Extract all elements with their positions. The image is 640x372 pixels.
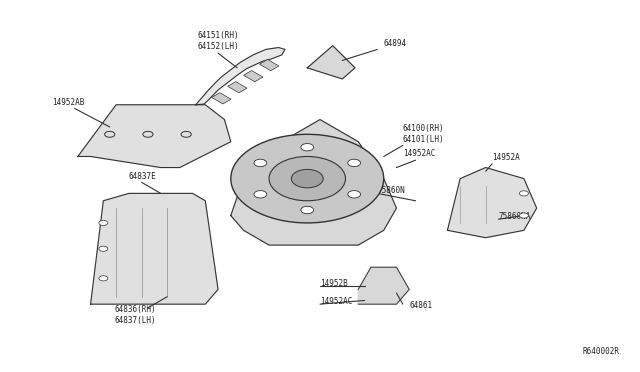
Text: 64836(RH): 64836(RH) bbox=[115, 305, 156, 314]
Text: 64837E: 64837E bbox=[129, 171, 157, 181]
Circle shape bbox=[99, 276, 108, 281]
Text: 14952AC: 14952AC bbox=[320, 297, 353, 306]
Circle shape bbox=[254, 190, 267, 198]
Text: 64100(RH): 64100(RH) bbox=[403, 124, 444, 132]
Text: 64142(RH): 64142(RH) bbox=[320, 164, 362, 173]
Circle shape bbox=[291, 169, 323, 188]
Polygon shape bbox=[91, 193, 218, 304]
Text: 14952AB: 14952AB bbox=[52, 98, 84, 107]
Polygon shape bbox=[447, 167, 537, 238]
Text: 14952A: 14952A bbox=[492, 153, 520, 162]
Circle shape bbox=[348, 190, 360, 198]
Circle shape bbox=[99, 220, 108, 225]
Circle shape bbox=[269, 157, 346, 201]
Text: 64837(LH): 64837(LH) bbox=[115, 315, 156, 325]
Text: 64151(RH): 64151(RH) bbox=[197, 31, 239, 40]
Text: 75860NA: 75860NA bbox=[499, 212, 531, 221]
Polygon shape bbox=[307, 46, 355, 79]
Polygon shape bbox=[78, 105, 231, 167]
Text: 14952AC: 14952AC bbox=[403, 150, 435, 158]
Circle shape bbox=[301, 144, 314, 151]
Circle shape bbox=[231, 134, 384, 223]
Circle shape bbox=[520, 213, 529, 218]
Text: 64861: 64861 bbox=[409, 301, 433, 310]
Text: 64894: 64894 bbox=[384, 39, 407, 48]
Circle shape bbox=[348, 159, 360, 167]
Polygon shape bbox=[196, 48, 285, 105]
Circle shape bbox=[254, 159, 267, 167]
Text: 64152(LH): 64152(LH) bbox=[197, 42, 239, 51]
Circle shape bbox=[301, 206, 314, 214]
Bar bbox=[259, 60, 279, 71]
Bar bbox=[212, 93, 231, 104]
Text: 64143(LH): 64143(LH) bbox=[320, 175, 362, 184]
Text: 14952B: 14952B bbox=[320, 279, 348, 288]
Text: R640002R: R640002R bbox=[582, 347, 620, 356]
Polygon shape bbox=[231, 119, 396, 245]
Text: 75860N: 75860N bbox=[378, 186, 405, 195]
Circle shape bbox=[520, 191, 529, 196]
Polygon shape bbox=[358, 267, 409, 304]
Circle shape bbox=[99, 246, 108, 251]
Bar bbox=[244, 71, 263, 82]
Bar bbox=[228, 81, 247, 93]
Text: 64101(LH): 64101(LH) bbox=[403, 135, 444, 144]
